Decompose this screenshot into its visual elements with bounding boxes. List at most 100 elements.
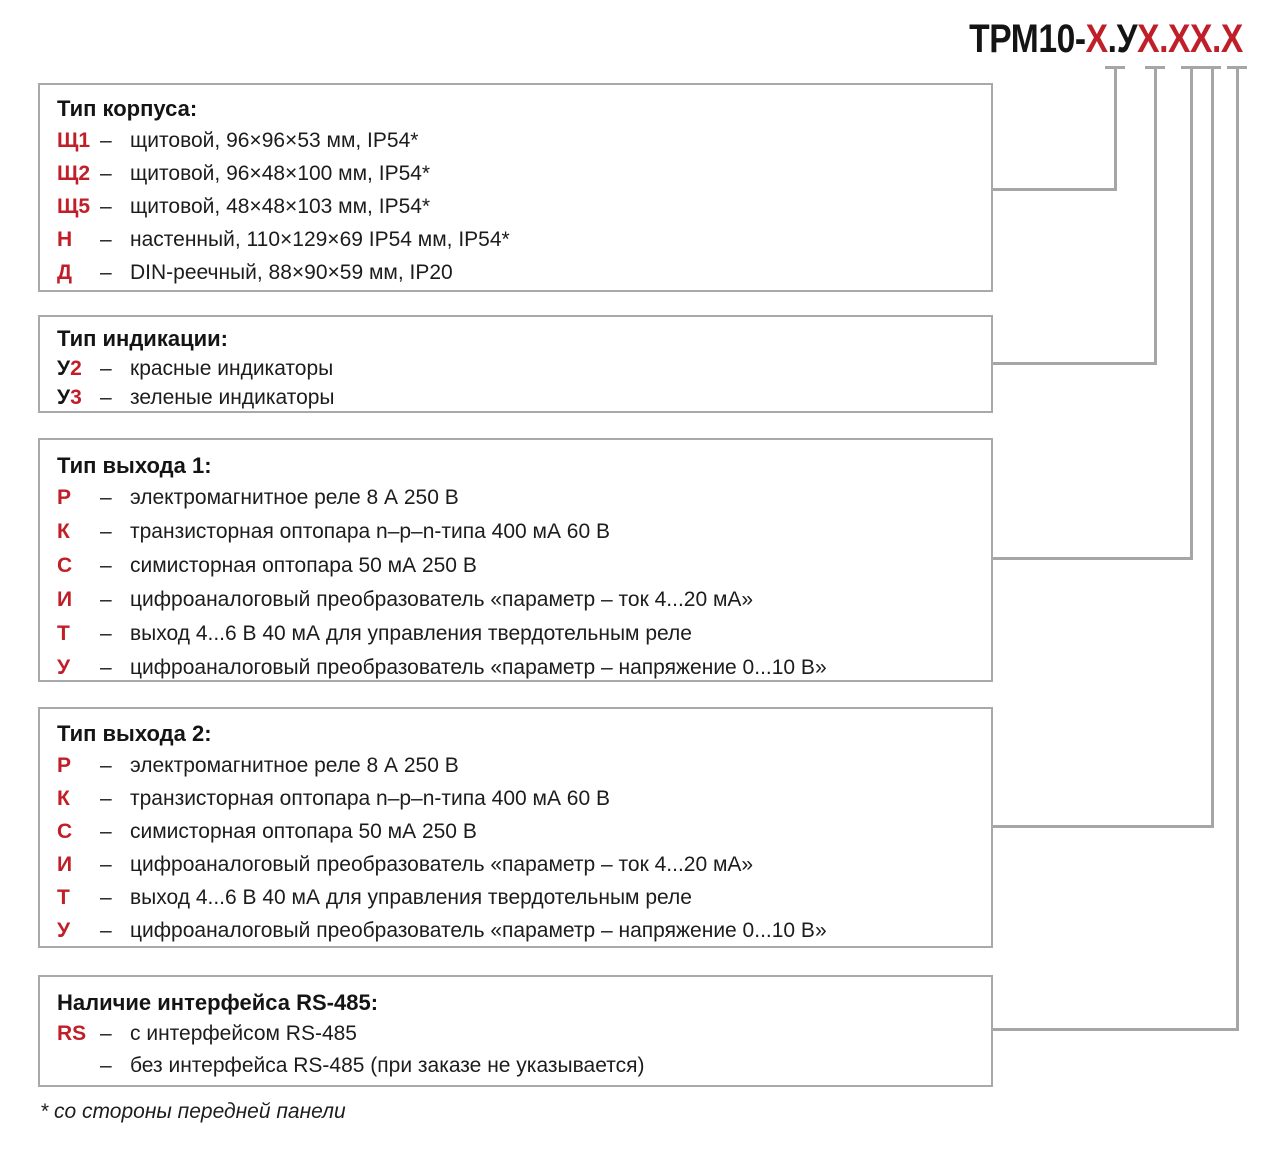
option-dash: – — [100, 228, 112, 251]
option-code: Т — [57, 886, 70, 909]
option-row: С – симисторная оптопара 50 мА 250 В — [57, 815, 981, 848]
option-desc: DIN-реечный, 88×90×59 мм, IP20 — [130, 261, 453, 284]
option-row: Щ1 – щитовой, 96×96×53 мм, IP54* — [57, 124, 981, 157]
option-desc: щитовой, 48×48×103 мм, IP54* — [130, 195, 431, 218]
option-row: Щ5 – щитовой, 48×48×103 мм, IP54* — [57, 190, 981, 223]
output1-type-header: Тип выхода 1: — [57, 453, 212, 478]
option-desc: с интерфейсом RS-485 — [130, 1022, 357, 1045]
option-desc: зеленые индикаторы — [130, 386, 335, 409]
code-segment: Х — [1085, 17, 1108, 61]
option-desc: электромагнитное реле 8 А 250 В — [130, 486, 459, 509]
option-code: Т — [57, 622, 70, 645]
option-desc: симисторная оптопара 50 мА 250 В — [130, 820, 477, 843]
housing-type-header: Тип корпуса: — [57, 96, 198, 121]
option-row: У – цифроаналоговый преобразователь «пар… — [57, 914, 981, 947]
option-code: К — [57, 520, 70, 543]
output1-type-box: Тип выхода 1: Р – электромагнитное реле … — [38, 438, 993, 682]
code-segment: У — [1116, 17, 1138, 61]
option-code: И — [57, 853, 73, 876]
indication-type-box: Тип индикации: У2 – красные индикаторы У… — [38, 315, 993, 413]
option-code: 2 — [70, 357, 82, 380]
option-dash: – — [100, 520, 112, 543]
option-row: У2 – красные индикаторы — [57, 354, 981, 383]
option-dash: – — [100, 820, 112, 843]
connector-vertical-housing — [1114, 67, 1117, 191]
option-code-prefix: У — [57, 386, 71, 409]
option-dash: – — [100, 588, 112, 611]
option-code: У — [57, 919, 71, 942]
option-code: Н — [57, 228, 73, 251]
option-dash: – — [100, 195, 112, 218]
option-desc: настенный, 110×129×69 IP54 мм, IP54* — [130, 228, 510, 251]
connector-vertical-rs485 — [1236, 67, 1239, 1031]
option-row: С – симисторная оптопара 50 мА 250 В — [57, 549, 981, 583]
option-desc: цифроаналоговый преобразователь «парамет… — [130, 588, 754, 611]
option-desc: цифроаналоговый преобразователь «парамет… — [130, 919, 827, 942]
option-row: И – цифроаналоговый преобразователь «пар… — [57, 848, 981, 881]
option-desc: выход 4...6 В 40 мА для управления тверд… — [130, 622, 692, 645]
output2-type-header: Тип выхода 2: — [57, 721, 212, 746]
option-desc: выход 4...6 В 40 мА для управления тверд… — [130, 886, 692, 909]
option-code: Д — [57, 261, 72, 284]
option-row: У3 – зеленые индикаторы — [57, 383, 981, 412]
option-desc: без интерфейса RS-485 (при заказе не ука… — [130, 1054, 645, 1077]
option-desc: красные индикаторы — [130, 357, 334, 380]
footnote: * со стороны передней панели — [40, 1100, 346, 1123]
option-dash: – — [100, 886, 112, 909]
option-dash: – — [100, 486, 112, 509]
option-desc: щитовой, 96×48×100 мм, IP54* — [130, 162, 431, 185]
connector-vertical-indication — [1154, 67, 1157, 365]
connector-horizontal-output1 — [993, 557, 1193, 560]
housing-type-box: Тип корпуса: Щ1 – щитовой, 96×96×53 мм, … — [38, 83, 993, 292]
option-desc: цифроаналоговый преобразователь «парамет… — [130, 656, 827, 679]
option-code: К — [57, 787, 70, 810]
option-code: 3 — [70, 386, 82, 409]
connector-vertical-output2 — [1211, 67, 1214, 828]
output2-type-box: Тип выхода 2: Р – электромагнитное реле … — [38, 707, 993, 948]
option-desc: транзисторная оптопара n–p–n-типа 400 мА… — [130, 520, 610, 543]
option-code-prefix: У — [57, 357, 71, 380]
connector-horizontal-housing — [993, 188, 1117, 191]
option-desc: электромагнитное реле 8 А 250 В — [130, 754, 459, 777]
option-dash: – — [100, 261, 112, 284]
code-segment: ТРМ10- — [969, 17, 1086, 61]
option-code: Щ2 — [57, 162, 91, 185]
option-row: И – цифроаналоговый преобразователь «пар… — [57, 583, 981, 617]
option-row: Т – выход 4...6 В 40 мА для управления т… — [57, 617, 981, 651]
connector-vertical-output1 — [1190, 67, 1193, 560]
option-row: – без интерфейса RS-485 (при заказе не у… — [57, 1050, 981, 1082]
option-dash: – — [100, 787, 112, 810]
option-dash: – — [100, 1022, 112, 1045]
rs485-interface-box: Наличие интерфейса RS-485: RS – с интерф… — [38, 975, 993, 1087]
option-dash: – — [100, 1054, 112, 1077]
connector-horizontal-indication — [993, 362, 1157, 365]
option-desc: щитовой, 96×96×53 мм, IP54* — [130, 129, 419, 152]
option-row: У – цифроаналоговый преобразователь «пар… — [57, 651, 981, 685]
option-desc: симисторная оптопара 50 мА 250 В — [130, 554, 477, 577]
option-row: Т – выход 4...6 В 40 мА для управления т… — [57, 881, 981, 914]
option-dash: – — [100, 386, 112, 409]
option-dash: – — [100, 622, 112, 645]
option-row: Щ2 – щитовой, 96×48×100 мм, IP54* — [57, 157, 981, 190]
option-dash: – — [100, 129, 112, 152]
option-desc: цифроаналоговый преобразователь «парамет… — [130, 853, 754, 876]
option-row: Р – электромагнитное реле 8 А 250 В — [57, 481, 981, 515]
rs485-interface-header: Наличие интерфейса RS-485: — [57, 990, 379, 1015]
option-row: К – транзисторная оптопара n–p–n-типа 40… — [57, 782, 981, 815]
option-code: Р — [57, 754, 72, 777]
connector-horizontal-rs485 — [993, 1028, 1239, 1031]
option-dash: – — [100, 919, 112, 942]
option-dash: – — [100, 853, 112, 876]
option-dash: – — [100, 656, 112, 679]
option-code: У — [57, 656, 71, 679]
option-code: Щ1 — [57, 129, 91, 152]
option-row: Н – настенный, 110×129×69 IP54 мм, IP54* — [57, 223, 981, 256]
option-row: К – транзисторная оптопара n–p–n-типа 40… — [57, 515, 981, 549]
product-code-title: ТРМ10-Х.УХ.ХХ.Х — [969, 18, 1243, 60]
option-code: Щ5 — [57, 195, 91, 218]
option-code: Р — [57, 486, 72, 509]
code-segment: Х.ХХ.Х — [1137, 17, 1243, 61]
option-desc: транзисторная оптопара n–p–n-типа 400 мА… — [130, 787, 610, 810]
option-dash: – — [100, 357, 112, 380]
